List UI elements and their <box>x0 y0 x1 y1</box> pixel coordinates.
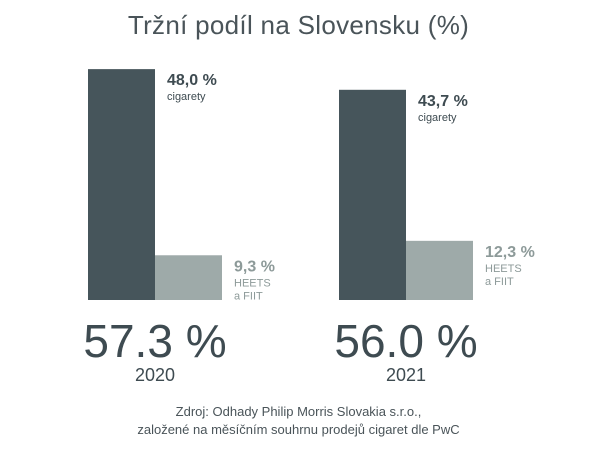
series-label-heets-2021-1: a FIIT <box>485 276 514 288</box>
bar-heets-2020 <box>155 255 222 300</box>
value-label-heets-2021: 12,3 % <box>485 244 535 261</box>
value-label-heets-2020: 9,3 % <box>234 258 275 275</box>
year-label-2021: 2021 <box>386 365 426 385</box>
chart-title: Tržní podíl na Slovensku (%) <box>127 10 470 40</box>
total-share-2021: 56.0 % <box>334 315 477 367</box>
total-share-2020: 57.3 % <box>83 315 226 367</box>
series-label-cigarety-2020: cigarety <box>167 91 206 103</box>
year-label-2020: 2020 <box>135 365 175 385</box>
series-label-heets-2021-0: HEETS <box>485 263 522 275</box>
series-label-heets-2020-0: HEETS <box>234 277 271 289</box>
bar-cigarety-2020 <box>88 69 155 301</box>
bar-heets-2021 <box>406 240 473 300</box>
source-line-1: Zdroj: Odhady Philip Morris Slovakia s.r… <box>175 404 422 419</box>
source-line-2: založené na měsíčním souhrnu prodejů cig… <box>137 422 460 437</box>
value-label-cigarety-2020: 48,0 % <box>167 72 217 89</box>
source-note: Zdroj: Odhady Philip Morris Slovakia s.r… <box>0 403 597 439</box>
bar-cigarety-2021 <box>339 89 406 300</box>
series-label-cigarety-2021: cigarety <box>418 112 457 124</box>
value-label-cigarety-2021: 43,7 % <box>418 93 468 110</box>
series-label-heets-2020-1: a FIIT <box>234 290 263 302</box>
